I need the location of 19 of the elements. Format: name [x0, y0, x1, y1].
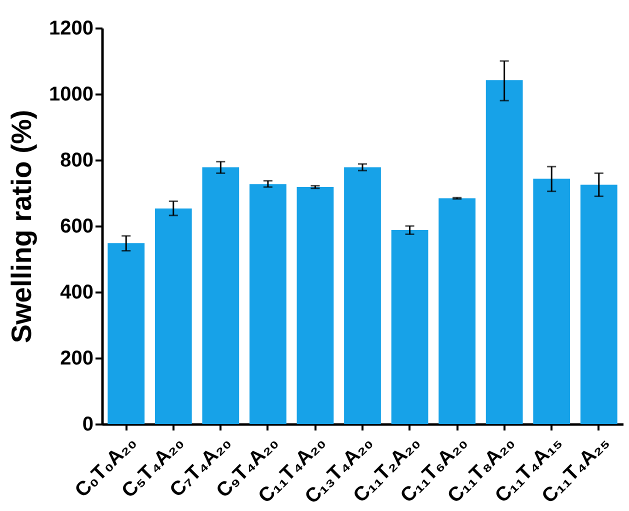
bar	[202, 167, 240, 424]
y-tick-label: 200	[60, 348, 94, 370]
bar	[486, 80, 523, 424]
y-tick-label: 0	[82, 414, 94, 436]
bar	[438, 198, 476, 424]
bar	[580, 184, 618, 424]
y-tick-label: 1000	[49, 84, 94, 106]
bar	[250, 184, 286, 424]
bar	[108, 243, 145, 424]
bar	[533, 178, 570, 424]
y-axis-title: Swelling ratio (%)	[6, 110, 38, 344]
y-tick-label: 800	[60, 150, 94, 172]
bar	[296, 187, 334, 424]
bar	[391, 230, 428, 424]
bar	[344, 167, 381, 424]
y-tick-label: 1200	[49, 18, 94, 40]
y-tick-label: 400	[60, 282, 94, 304]
y-tick-label: 600	[60, 216, 94, 238]
bar	[154, 208, 192, 424]
